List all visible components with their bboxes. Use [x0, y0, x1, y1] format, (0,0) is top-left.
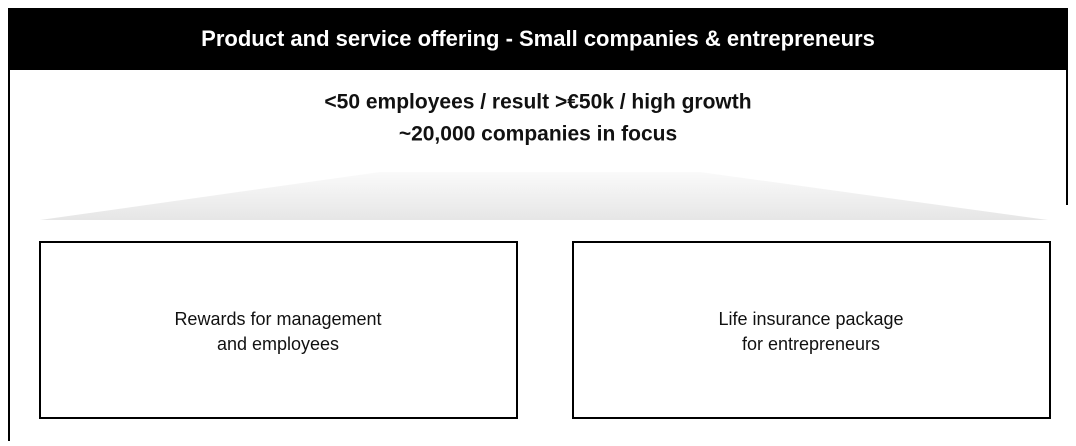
header-title: Product and service offering - Small com…: [201, 26, 875, 51]
offer-box: [39, 241, 518, 419]
box-text: and employees: [217, 334, 339, 354]
subtitle-line: <50 employees / result >€50k / high grow…: [324, 91, 751, 114]
funnel-shape: [40, 172, 1048, 220]
box-text: Life insurance package: [718, 309, 903, 329]
header-bar: [8, 8, 1068, 70]
offer-box: [572, 241, 1051, 419]
box-text: for entrepreneurs: [742, 334, 880, 354]
box-text: Rewards for management: [174, 309, 381, 329]
subtitle-line: ~20,000 companies in focus: [399, 123, 677, 146]
